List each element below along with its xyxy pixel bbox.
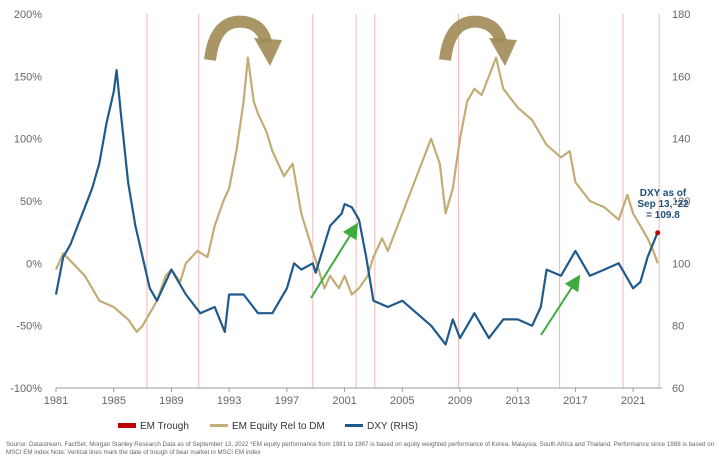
legend-item: EM Trough: [118, 421, 189, 432]
legend-label: EM Equity Rel to DM: [232, 421, 325, 432]
left-tick-label: 200%: [14, 9, 42, 21]
curved-arrow-2: [439, 15, 517, 66]
curved-arrow-head: [254, 38, 282, 66]
dxy-latest-point: [655, 230, 661, 236]
series-lines: [54, 56, 659, 346]
right-tick-label: 60: [672, 383, 684, 395]
x-tick-label: 2021: [621, 395, 645, 407]
x-tick-label: 2005: [390, 395, 414, 407]
x-tick-label: 1981: [44, 395, 68, 407]
x-tick-label: 1997: [275, 395, 299, 407]
legend-item: DXY (RHS): [345, 421, 418, 432]
axes: 1981 1985 1989 1993 1997 2001 2005 2009 2013 2017…: [10, 9, 690, 407]
x-tick-label: 1985: [101, 395, 125, 407]
x-tick-label: 2009: [448, 395, 472, 407]
legend: EM Trough EM Equity Rel to DM DXY (RHS): [118, 421, 418, 432]
x-tick-label: 2017: [563, 395, 587, 407]
dxy-annotation-line: = 109.8: [646, 210, 680, 221]
green-arrow-2: [540, 274, 581, 336]
curved-arrow-body: [439, 15, 507, 61]
source-note: Source: Datastream, FactSet, Morgan Stan…: [6, 441, 715, 456]
x-tick-label: 2013: [505, 395, 529, 407]
legend-swatch: [118, 423, 136, 428]
right-tick-label: 180: [672, 9, 690, 21]
dxy-annotation-line: DXY as of: [640, 188, 687, 199]
curved-arrow-1: [204, 15, 282, 66]
left-tick-label: 50%: [20, 196, 42, 208]
curved-arrow-head: [489, 38, 517, 66]
dxy-line: [54, 68, 659, 346]
right-tick-label: 160: [672, 71, 690, 83]
left-tick-label: 150%: [14, 71, 42, 83]
x-tick-label: 2001: [332, 395, 356, 407]
right-tick-label: 80: [672, 321, 684, 333]
em-equity-line: [54, 56, 659, 333]
x-tick-label: 1989: [159, 395, 183, 407]
left-tick-label: 0%: [26, 258, 42, 270]
right-tick-label: 140: [672, 134, 690, 146]
right-tick-label: 120: [672, 196, 690, 208]
dxy-annotation-line: Sep 13, '22: [637, 199, 689, 210]
x-tick-label: 1993: [217, 395, 241, 407]
legend-label: EM Trough: [140, 421, 189, 432]
decorations: [204, 15, 581, 336]
green-arrow-1: [310, 222, 359, 299]
legend-item: EM Equity Rel to DM: [210, 421, 325, 432]
left-tick-label: -50%: [16, 321, 42, 333]
left-tick-label: -100%: [10, 383, 42, 395]
legend-label: DXY (RHS): [367, 421, 418, 432]
trough-lines: [146, 14, 660, 388]
curved-arrow-body: [204, 15, 272, 61]
left-tick-label: 100%: [14, 134, 42, 146]
right-tick-label: 100: [672, 258, 690, 270]
